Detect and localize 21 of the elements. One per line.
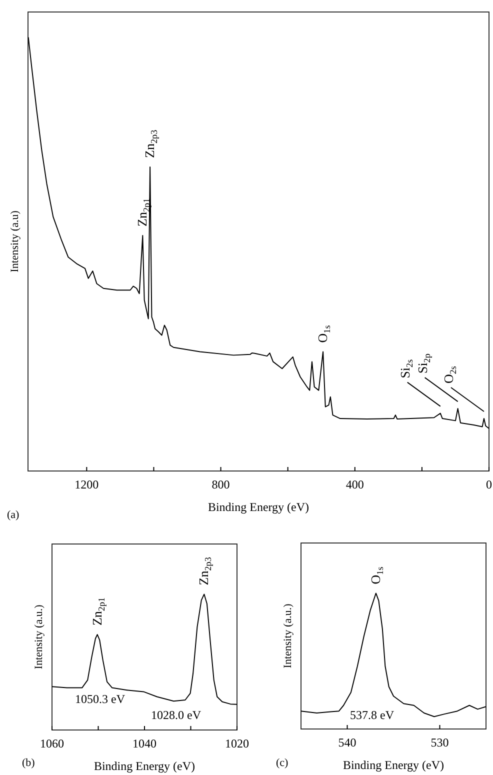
x-tick-label: 400 [346, 478, 364, 492]
annotation: 1028.0 eV [151, 708, 202, 722]
annotation: 1050.3 eV [75, 692, 126, 706]
x-tick-label: 800 [212, 478, 230, 492]
y-axis-title: Intensity (a.u.) [33, 604, 45, 670]
annotation: 537.8 eV [350, 708, 394, 722]
text: (a) [7, 509, 20, 521]
x-tick-label: 530 [430, 736, 449, 750]
x-axis-title: Binding Energy (eV) [208, 500, 310, 514]
x-axis-title: Binding Energy (eV) [94, 759, 196, 773]
x-tick-label: 1060 [40, 736, 64, 751]
text: (b) [22, 757, 36, 769]
x-tick-label: 1200 [74, 478, 99, 492]
x-axis-title: Binding Energy (eV) [342, 758, 444, 772]
y-axis-title: Intensity (a.u.) [282, 603, 294, 668]
x-tick-label: 0 [486, 478, 492, 492]
x-tick-label: 540 [338, 736, 356, 750]
text: (c) [276, 757, 289, 769]
x-tick-label: 1020 [225, 736, 249, 751]
x-tick-label: 1040 [132, 736, 156, 751]
y-axis-title: Intensity (a.u) [9, 210, 21, 272]
